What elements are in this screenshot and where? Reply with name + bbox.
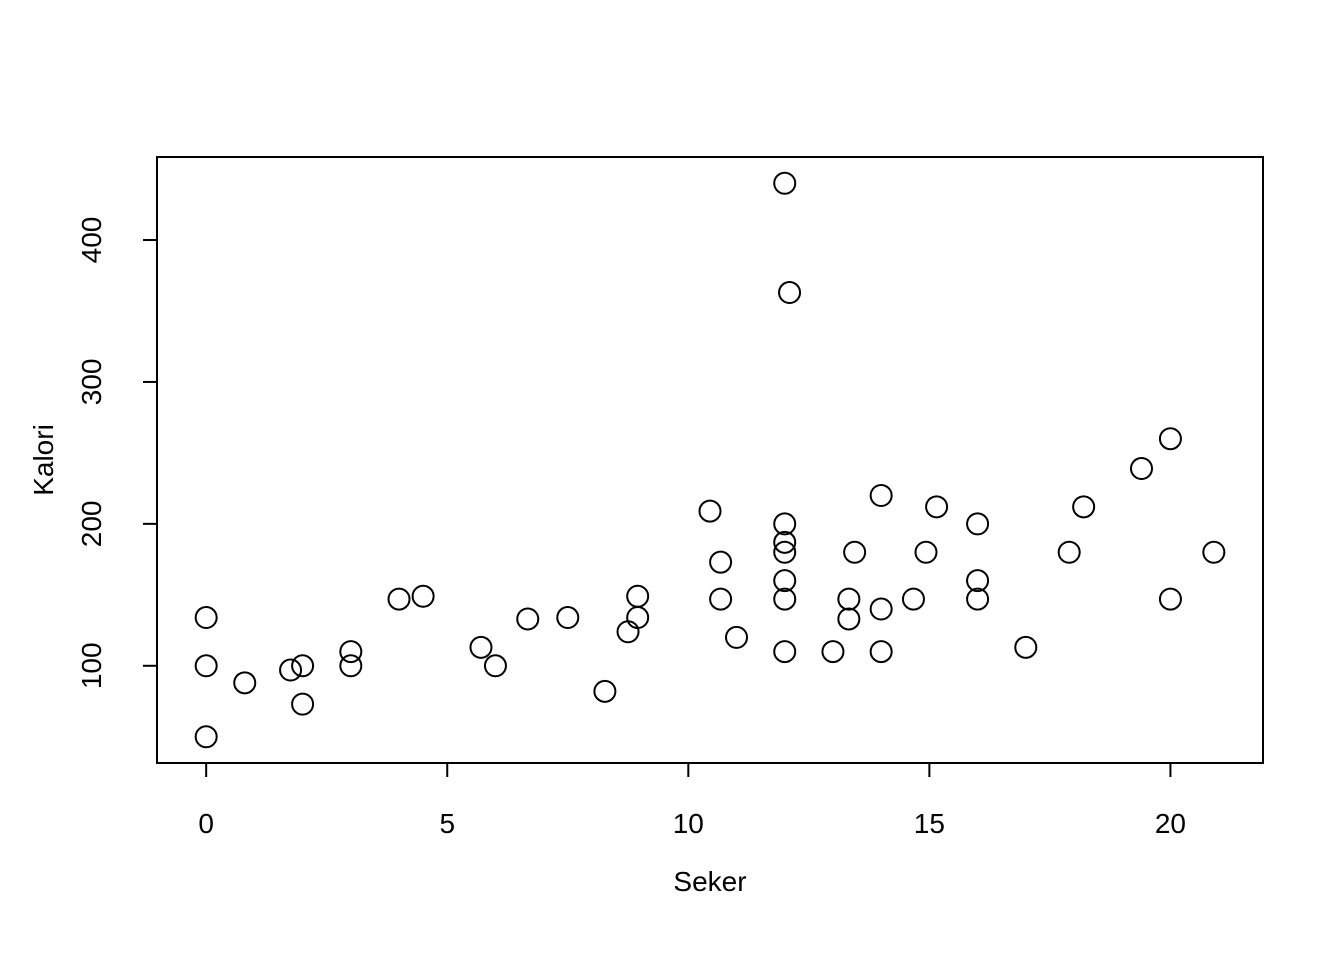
y-tick-label: 300 [76,359,107,406]
data-point [901,587,925,611]
data-points [194,171,1226,749]
x-tick-label: 15 [914,808,945,839]
data-point [1158,587,1182,611]
data-point [1014,635,1038,659]
data-point [966,569,990,593]
data-point [925,495,949,519]
data-point [869,483,893,507]
data-point [773,540,797,564]
data-point [914,540,938,564]
y-axis-title: Kalori [28,424,59,496]
data-point [291,692,315,716]
x-tick-label: 10 [673,808,704,839]
data-point [483,654,507,678]
plot-frame [156,156,1264,764]
data-point [698,499,722,523]
data-point [387,587,411,611]
data-point [411,584,435,608]
data-point [339,654,363,678]
x-axis-title: Seker [673,866,746,897]
data-point [1202,540,1226,564]
x-tick-label: 5 [439,808,455,839]
data-point [626,606,650,630]
data-point [194,725,218,749]
data-point [291,654,315,678]
data-point [966,587,990,611]
y-tick-label: 400 [76,217,107,264]
data-point [626,584,650,608]
data-point [821,640,845,664]
data-point [279,658,303,682]
data-point [773,587,797,611]
data-point [837,607,861,631]
data-point [966,512,990,536]
data-point [233,671,257,695]
data-point [194,654,218,678]
data-point [1158,427,1182,451]
data-point [725,625,749,649]
data-point [773,569,797,593]
data-point [469,635,493,659]
x-axis: 0 5 10 15 20 [198,762,1186,839]
y-axis: 100 200 300 400 [76,217,158,689]
data-point [1057,540,1081,564]
data-point [593,679,617,703]
data-point [709,587,733,611]
data-point [778,281,802,305]
data-point [516,607,540,631]
x-tick-label: 0 [198,808,214,839]
data-point [709,550,733,574]
data-point [773,640,797,664]
data-point [339,640,363,664]
data-point [194,606,218,630]
y-tick-label: 200 [76,501,107,548]
data-point [556,606,580,630]
data-point [773,171,797,195]
data-point [837,587,861,611]
data-point [773,530,797,554]
data-point [869,640,893,664]
data-point [616,620,640,644]
data-point [843,540,867,564]
x-tick-label: 20 [1155,808,1186,839]
data-point [773,512,797,536]
data-point [869,597,893,621]
data-point [1072,495,1096,519]
y-tick-label: 100 [76,642,107,689]
data-point [1130,457,1154,481]
